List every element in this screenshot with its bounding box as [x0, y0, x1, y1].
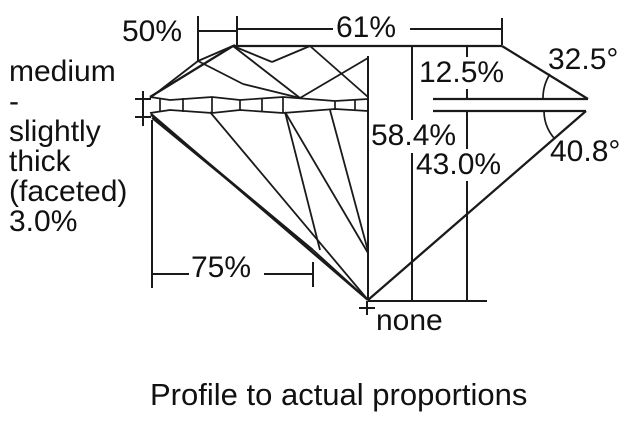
star-length-label: 50%	[122, 15, 183, 48]
culet-label: none	[376, 304, 443, 337]
crown-slope-left	[149, 45, 234, 98]
girdle-note-line: -	[9, 85, 19, 118]
table-width-label: 61%	[336, 11, 397, 44]
girdle-note-line: (faceted)	[9, 175, 128, 208]
girdle-note: medium - slightly thick (faceted) 3.0%	[9, 57, 127, 237]
pavilion-slope-right	[367, 110, 587, 301]
dimension-lines	[151, 16, 503, 302]
girdle-edge-marker	[135, 91, 151, 126]
girdle-note-line: medium	[9, 55, 116, 88]
girdle-band	[149, 96, 369, 114]
pavilion-angle-label: 40.8°	[550, 135, 621, 168]
diagram-caption: Profile to actual proportions	[150, 377, 528, 412]
crown-facets	[149, 44, 369, 99]
lower-girdle-label: 75%	[191, 251, 252, 284]
reference-markers	[135, 91, 375, 315]
girdle-note-line: slightly	[9, 115, 101, 148]
pavilion-facets	[150, 109, 369, 301]
pavilion-depth-label: 43.0%	[416, 148, 502, 181]
total-depth-label: 58.4%	[371, 119, 457, 152]
crown-angle-arc	[542, 73, 551, 100]
crown-height-label: 12.5%	[419, 56, 505, 89]
girdle-note-line: thick	[9, 145, 71, 178]
angle-arcs	[542, 73, 555, 139]
culet-cross-marker	[359, 301, 375, 315]
pavilion-angle-arc	[543, 110, 555, 139]
crown-angle-label: 32.5°	[548, 43, 619, 76]
girdle-note-line: 3.0%	[9, 205, 78, 238]
crown-slope-right	[501, 45, 589, 100]
